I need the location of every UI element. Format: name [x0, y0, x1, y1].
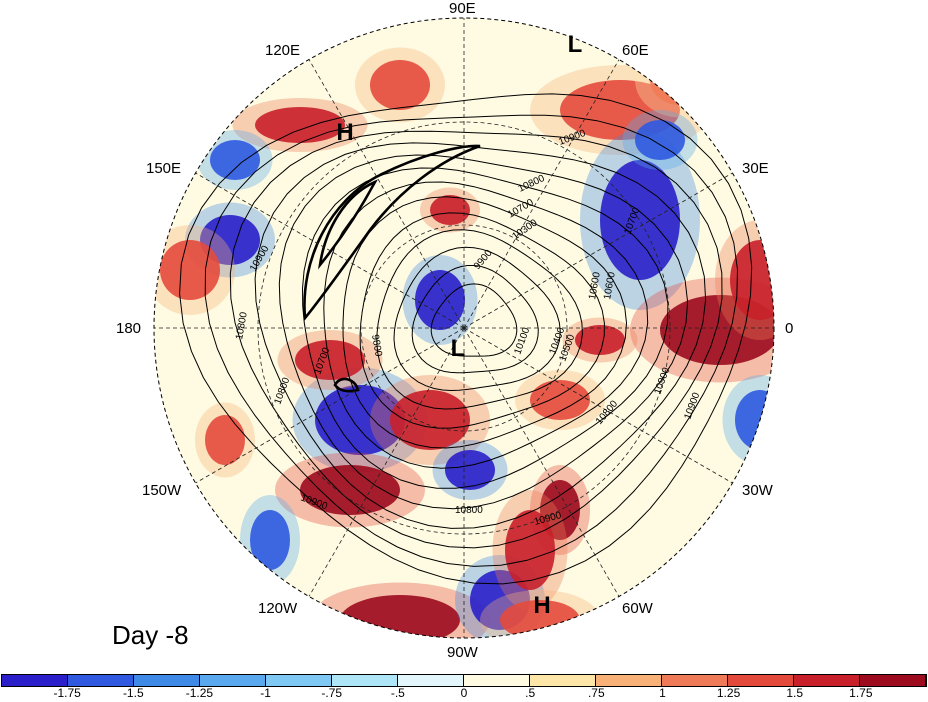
longitude-label: 120E [265, 42, 301, 59]
longitude-label: 180 [116, 320, 142, 337]
colorbar-swatch [860, 675, 926, 686]
colorbar-tick-label: -1.25 [185, 686, 214, 700]
colorbar-swatch [530, 675, 596, 686]
colorbar-swatch [662, 675, 728, 686]
colorbar-tick-label: -1 [260, 686, 271, 700]
anomaly-blob [445, 450, 495, 490]
colorbar-swatch [134, 675, 200, 686]
anomaly-blob [575, 325, 625, 355]
anomaly-blob [160, 240, 220, 300]
contour-label: 10600 [587, 271, 603, 301]
day-label: Day -8 [112, 620, 189, 650]
colorbar-swatch [464, 675, 530, 686]
anomaly-blob [415, 270, 465, 330]
pressure-markers: H L L H [336, 31, 582, 619]
map-boundary [153, 17, 775, 639]
longitude-label: 90W [447, 644, 478, 661]
contour-label: 9800 [369, 334, 384, 358]
longitude-label: 90E [449, 0, 476, 17]
longitude-label: 150E [146, 160, 182, 177]
colorbar-tick-label: 1.5 [786, 686, 804, 700]
colorbar [1, 674, 927, 687]
anomaly-blob [430, 195, 470, 225]
anomaly-blob [250, 510, 290, 570]
low-pressure-marker: L [568, 31, 583, 58]
anomaly-blob [205, 415, 245, 465]
colorbar-tick-label: -.75 [321, 686, 343, 700]
colorbar-swatch [332, 675, 398, 686]
contour-label: 10800 [455, 505, 483, 516]
high-pressure-marker: H [533, 592, 550, 619]
anomaly-blob [370, 60, 430, 110]
anomaly-blob [540, 480, 580, 540]
longitude-label: 60E [622, 42, 649, 59]
longitude-label: 150W [142, 482, 182, 499]
high-pressure-marker: H [336, 119, 353, 146]
colorbar-tick-label: -1.75 [53, 686, 81, 700]
colorbar-tick-label: 1.25 [716, 686, 741, 700]
colorbar-tick-label: 1.75 [849, 686, 873, 700]
colorbar-swatch [596, 675, 662, 686]
colorbar-swatch [728, 675, 794, 686]
colorbar-swatch [398, 675, 464, 686]
colorbar-swatch [200, 675, 266, 686]
anomaly-blob [650, 55, 710, 105]
longitude-label: 30E [742, 160, 769, 177]
longitude-label: 120W [258, 600, 298, 617]
contour-label: 10600 [602, 271, 618, 301]
longitude-label: 30W [742, 482, 773, 499]
anomaly-blob [730, 240, 774, 320]
height-contours [179, 93, 753, 585]
colorbar-swatch [68, 675, 134, 686]
anomaly-blob [255, 107, 345, 143]
colorbar-tick-label: -1.5 [122, 686, 144, 700]
anomaly-blob [635, 120, 685, 160]
colorbar-tick-label: 1 [659, 686, 666, 700]
colorbar-tick-label: 0 [460, 686, 468, 700]
colorbar-swatch [2, 675, 68, 686]
colorbar-tick-label: -.5 [390, 686, 405, 700]
anomaly-blob [210, 140, 260, 180]
lat-lon-grid [154, 18, 774, 638]
longitude-label: 0 [785, 320, 794, 337]
anomaly-blob [340, 595, 460, 638]
anomaly-blob [505, 510, 555, 590]
colorbar-tick-label: .5 [525, 686, 536, 700]
contour-label: 10800 [234, 311, 250, 341]
colorbar-swatch [794, 675, 860, 686]
anomaly-blob [200, 215, 260, 265]
jet-contours [303, 144, 481, 393]
anomaly-blob [390, 390, 470, 450]
anomaly-blob [600, 160, 680, 280]
colorbar-tick-label: .75 [587, 686, 605, 700]
low-pressure-marker: L [451, 335, 466, 362]
colorbar-swatch [266, 675, 332, 686]
anomaly-blob [530, 380, 590, 420]
longitude-label: 60W [622, 600, 653, 617]
anomaly-blob [295, 340, 365, 380]
